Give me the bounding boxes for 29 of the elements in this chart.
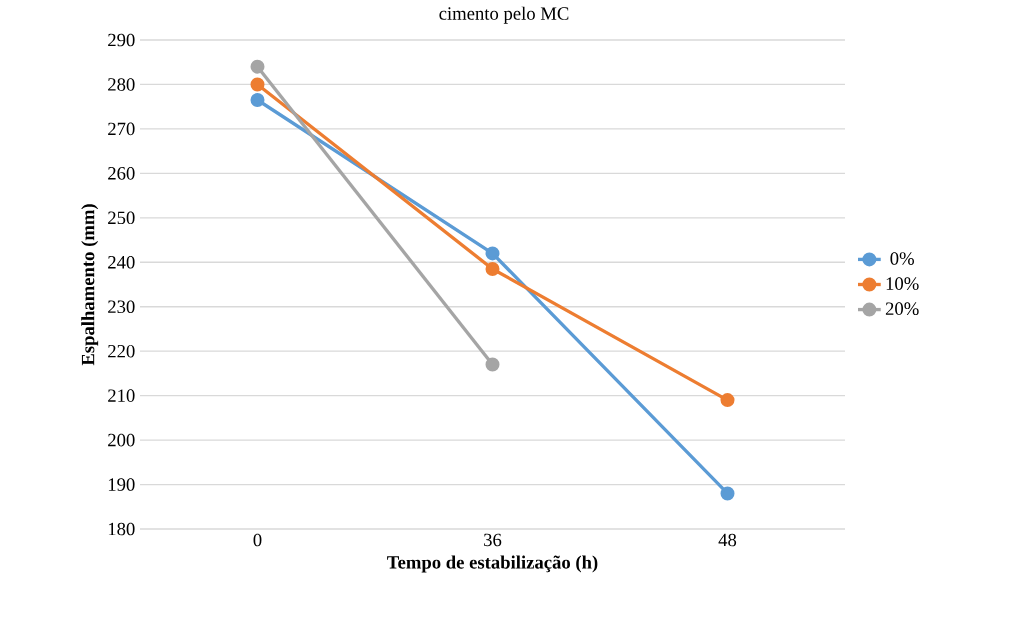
y-tick-label: 180 (108, 522, 135, 536)
point (485, 357, 500, 372)
y-tick-label: 290 (108, 33, 135, 47)
point (250, 59, 265, 74)
y-tick-label: 190 (108, 478, 135, 491)
y-tick-label: 260 (108, 167, 135, 180)
point (720, 486, 735, 501)
y-tick-label: 230 (108, 300, 135, 314)
y-tick-label: 280 (108, 78, 135, 91)
legend-label: 10% (886, 277, 919, 290)
y-tick-label: 210 (108, 389, 135, 402)
x-axis-title: Tempo de estabilização (h) (387, 555, 598, 573)
x-tick-label: 0 (253, 533, 262, 547)
point (250, 93, 265, 108)
legend-label: 20% (885, 302, 919, 316)
y-tick-label: 200 (108, 433, 135, 447)
y-tick-label: 220 (108, 344, 135, 358)
y-tick-label: 270 (108, 122, 135, 136)
legend-label: 0% (890, 252, 914, 265)
point (720, 393, 735, 408)
y-tick-label: 250 (108, 211, 135, 225)
y-axis-title: Espalhamento (mm) (81, 204, 99, 366)
point (485, 261, 500, 276)
y-tick-label: 240 (108, 255, 135, 269)
x-tick-label: 36 (484, 533, 502, 547)
chart-title: cimento pelo MC (439, 6, 569, 24)
x-tick-label: 48 (718, 533, 737, 547)
point (485, 246, 500, 261)
point (250, 77, 265, 92)
